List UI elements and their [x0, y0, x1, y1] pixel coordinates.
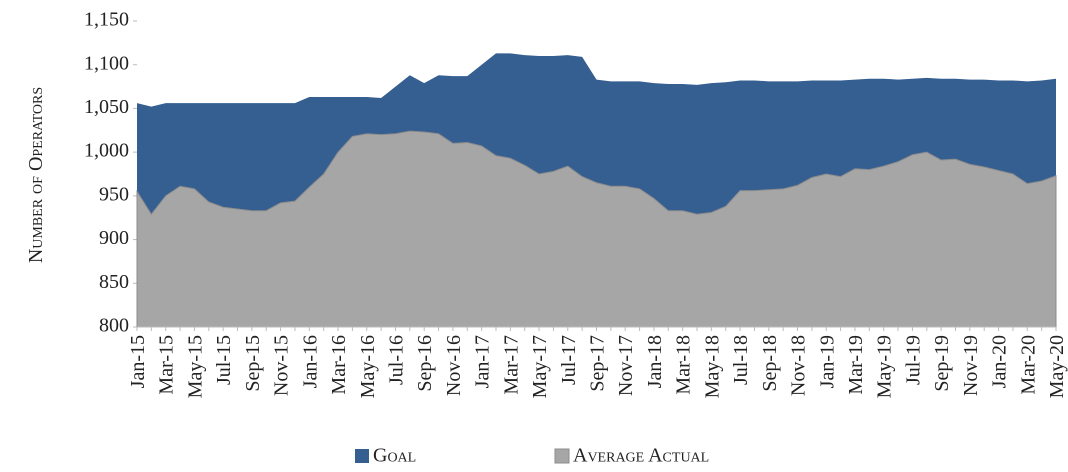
legend-swatch: [355, 449, 369, 463]
x-tick-label: Mar-20: [1017, 335, 1039, 395]
y-tick-label: 850: [99, 271, 129, 293]
y-tick-label: 1,000: [84, 140, 129, 162]
x-tick-label: May-20: [1046, 335, 1068, 398]
legend-swatch: [554, 448, 570, 464]
y-tick-label: 1,050: [84, 96, 129, 118]
x-tick-label: Jan-15: [127, 335, 149, 388]
x-tick-label: Jul-15: [213, 335, 235, 385]
x-tick-label: Nov-17: [615, 335, 637, 396]
x-tick-label: Jan-17: [472, 335, 494, 388]
x-tick-label: Jan-18: [644, 335, 666, 388]
x-tick-label: Jul-17: [558, 335, 580, 385]
x-tick-label: Mar-15: [156, 335, 178, 395]
legend-label: Average Actual: [573, 445, 709, 467]
x-tick-label: Jan-19: [816, 335, 838, 388]
x-tick-label: Mar-19: [845, 335, 867, 395]
x-tick-label: May-19: [874, 335, 896, 398]
x-tick-label: Jul-18: [730, 335, 752, 385]
x-tick-label: Nov-15: [271, 335, 293, 396]
x-tick-label: Mar-16: [328, 335, 350, 395]
x-tick-label: Sep-16: [414, 335, 436, 392]
y-axis-title: Number of Operators: [25, 87, 47, 263]
x-tick-label: Jan-16: [299, 335, 321, 388]
x-tick-label: Nov-16: [443, 335, 465, 396]
x-tick-label: Mar-18: [673, 335, 695, 395]
x-tick-label: May-17: [529, 335, 551, 398]
x-tick-label: Nov-18: [788, 335, 810, 396]
x-tick-label: Jul-19: [902, 335, 924, 385]
y-tick-label: 800: [99, 315, 129, 337]
y-tick-label: 1,100: [84, 52, 129, 74]
x-tick-label: Mar-17: [500, 335, 522, 395]
x-tick-label: Sep-18: [759, 335, 781, 392]
y-tick-label: 950: [99, 183, 129, 205]
y-tick-label: 900: [99, 227, 129, 249]
x-tick-label: Sep-17: [587, 335, 609, 392]
x-tick-label: Sep-15: [242, 335, 264, 392]
area: [136, 130, 1057, 328]
x-tick-label: May-15: [184, 335, 206, 398]
x-tick-label: Sep-19: [931, 335, 953, 392]
legend-label: Goal: [373, 445, 416, 467]
x-tick-label: May-18: [701, 335, 723, 398]
x-tick-label: Nov-19: [960, 335, 982, 396]
x-tick-label: Jul-16: [385, 335, 407, 385]
y-tick-label: 1,150: [84, 9, 129, 31]
x-tick-label: Jan-20: [989, 335, 1011, 388]
x-tick-label: May-16: [357, 335, 379, 398]
